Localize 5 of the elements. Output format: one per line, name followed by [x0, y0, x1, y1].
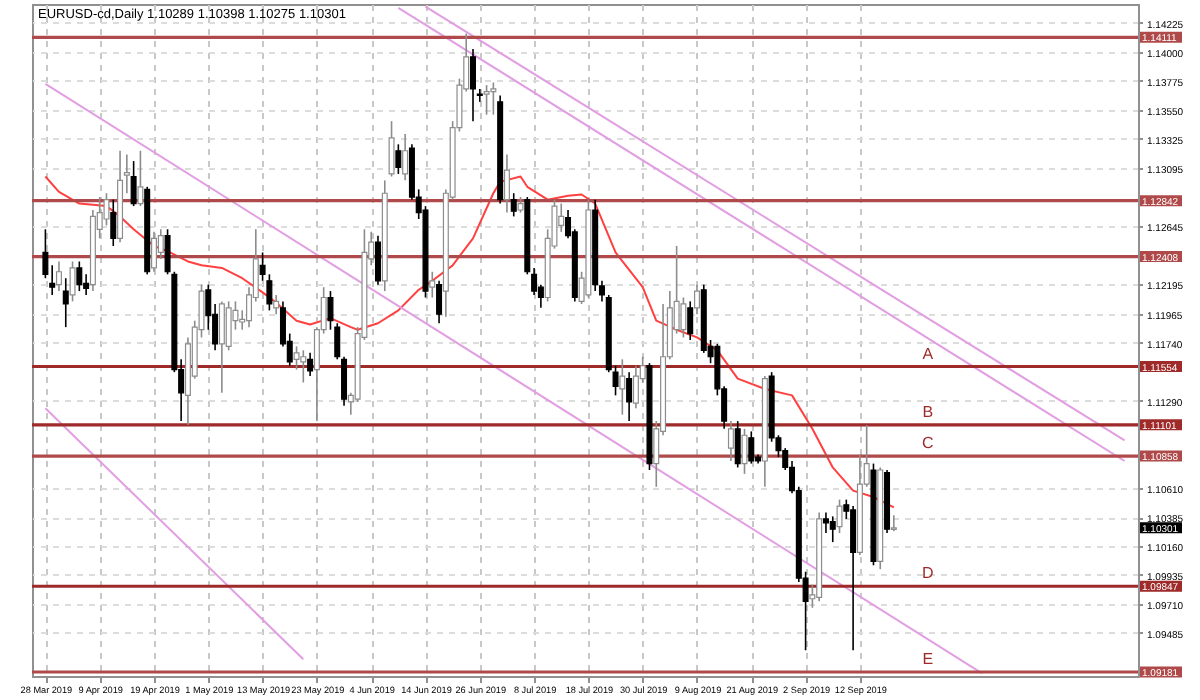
annotation: A: [922, 344, 935, 363]
annotation: B: [922, 402, 934, 421]
annotation: D: [922, 564, 935, 583]
annotation: E: [922, 650, 934, 669]
annotation: C: [922, 434, 935, 453]
